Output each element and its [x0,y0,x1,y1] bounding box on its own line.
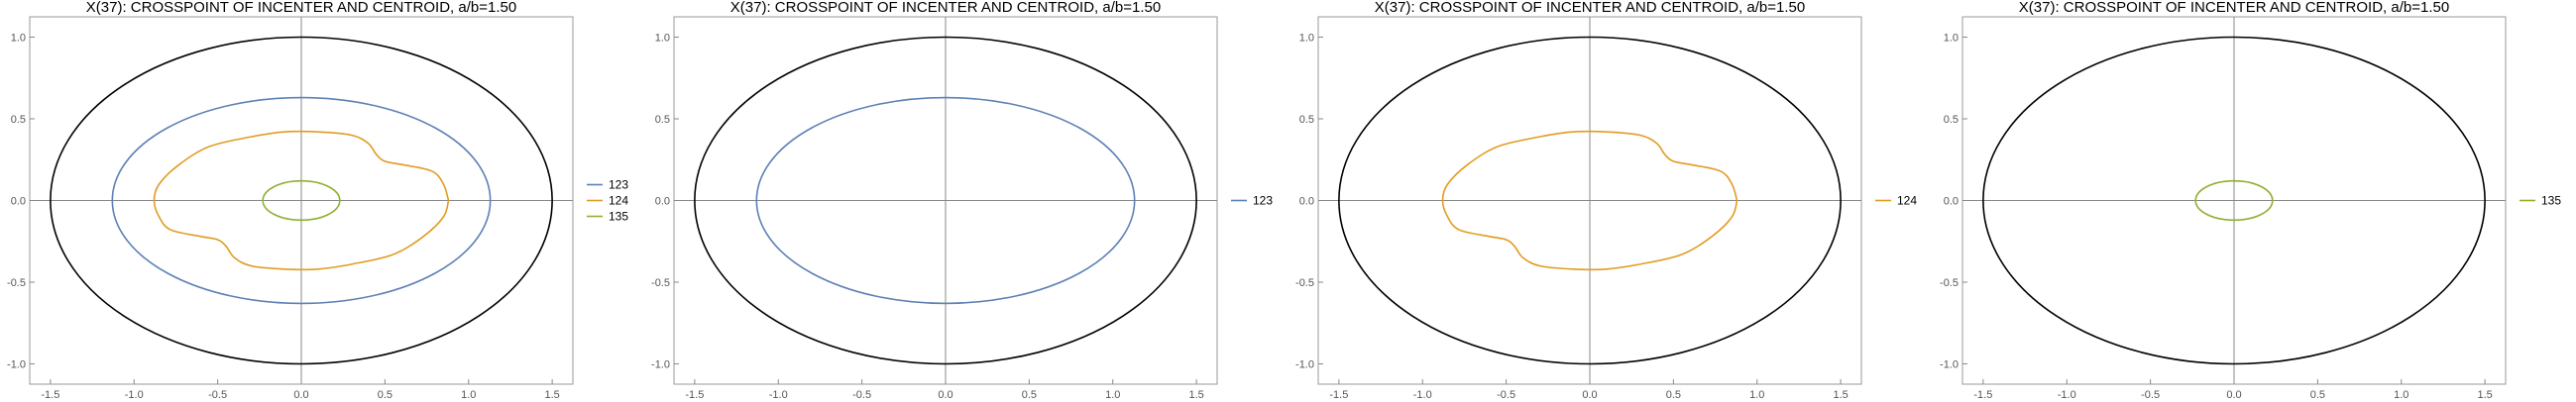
outer-ellipse [50,36,553,365]
x-tick-label: 1.0 [2394,389,2408,401]
x-tick-label: 0.0 [293,389,308,401]
y-tick-label: 0.5 [1299,114,1314,126]
y-tick-label: 0.0 [1944,196,1959,208]
x-tick-label: -1.0 [2058,389,2076,401]
chart-panel-2: X(37): CROSSPOINT OF INCENTER AND CENTRO… [644,0,1288,402]
chart-title: X(37): CROSSPOINT OF INCENTER AND CENTRO… [86,0,516,16]
x-tick-label: -1.5 [1329,389,1348,401]
y-tick-label: 0.5 [1944,114,1959,126]
y-tick-label: 0.0 [11,196,26,208]
chart-panel-3: X(37): CROSSPOINT OF INCENTER AND CENTRO… [1288,0,1933,402]
series-curve-123 [755,96,1136,305]
chart-svg: X(37): CROSSPOINT OF INCENTER AND CENTRO… [651,0,1273,401]
chart-title: X(37): CROSSPOINT OF INCENTER AND CENTRO… [730,0,1161,16]
x-tick-label: -0.5 [208,389,227,401]
x-tick-label: 0.5 [1666,389,1681,401]
outer-ellipse [694,36,1197,365]
legend-label-123: 123 [1253,194,1273,208]
y-tick-label: 1.0 [1299,33,1314,45]
x-tick-label: -1.0 [769,389,788,401]
y-tick-label: 0.0 [655,196,670,208]
chart-svg: X(37): CROSSPOINT OF INCENTER AND CENTRO… [1295,0,1917,401]
chart-panel-4: X(37): CROSSPOINT OF INCENTER AND CENTRO… [1933,0,2576,402]
y-tick-label: 1.0 [1944,33,1959,45]
x-tick-label: -1.5 [1973,389,1992,401]
outer-ellipse [1338,36,1842,365]
series-curve-135 [2194,179,2274,222]
x-tick-label: 0.5 [1022,389,1037,401]
series-curve-135 [262,179,341,222]
series-curve-124 [1441,130,1738,271]
y-tick-label: -1.0 [7,359,26,371]
x-tick-label: -0.5 [2141,389,2160,401]
x-tick-label: 0.5 [378,389,392,401]
legend-label-135: 135 [2541,194,2561,208]
legend-label-124: 124 [1897,194,1917,208]
legend-label-135: 135 [609,210,628,224]
chart-title: X(37): CROSSPOINT OF INCENTER AND CENTRO… [1375,0,1805,16]
x-tick-label: 0.0 [2226,389,2241,401]
legend-label-123: 123 [609,178,628,192]
y-tick-label: 1.0 [11,33,26,45]
x-tick-label: -1.0 [125,389,144,401]
x-tick-label: 0.0 [1582,389,1597,401]
x-tick-label: 0.0 [938,389,952,401]
x-tick-label: 0.5 [2310,389,2325,401]
y-tick-label: -1.0 [1295,359,1314,371]
y-tick-label: -0.5 [1940,277,1959,289]
x-tick-label: 1.0 [1105,389,1120,401]
y-tick-label: -1.0 [1940,359,1959,371]
x-tick-label: -1.5 [685,389,704,401]
y-tick-label: -0.5 [651,277,670,289]
x-tick-label: -1.0 [1413,389,1432,401]
y-tick-label: -1.0 [651,359,670,371]
chart-svg: X(37): CROSSPOINT OF INCENTER AND CENTRO… [7,0,628,401]
outer-ellipse [1982,36,2486,365]
x-tick-label: 1.5 [2477,389,2492,401]
x-tick-label: 1.5 [1188,389,1203,401]
chart-panel-1: X(37): CROSSPOINT OF INCENTER AND CENTRO… [0,0,644,402]
series-curve-123 [111,96,492,305]
y-tick-label: 0.5 [655,114,670,126]
x-tick-label: 1.5 [1833,389,1848,401]
chart-svg: X(37): CROSSPOINT OF INCENTER AND CENTRO… [1940,0,2561,401]
y-tick-label: -0.5 [1295,277,1314,289]
x-tick-label: 1.0 [461,389,476,401]
x-tick-label: 1.5 [544,389,559,401]
y-tick-label: 0.5 [11,114,26,126]
y-tick-label: -0.5 [7,277,26,289]
x-tick-label: -1.5 [41,389,59,401]
y-tick-label: 1.0 [655,33,670,45]
series-curve-124 [153,130,450,271]
y-tick-label: 0.0 [1299,196,1314,208]
legend-label-124: 124 [609,194,628,208]
x-tick-label: -0.5 [852,389,871,401]
x-tick-label: 1.0 [1749,389,1764,401]
x-tick-label: -0.5 [1497,389,1515,401]
chart-title: X(37): CROSSPOINT OF INCENTER AND CENTRO… [2019,0,2449,16]
